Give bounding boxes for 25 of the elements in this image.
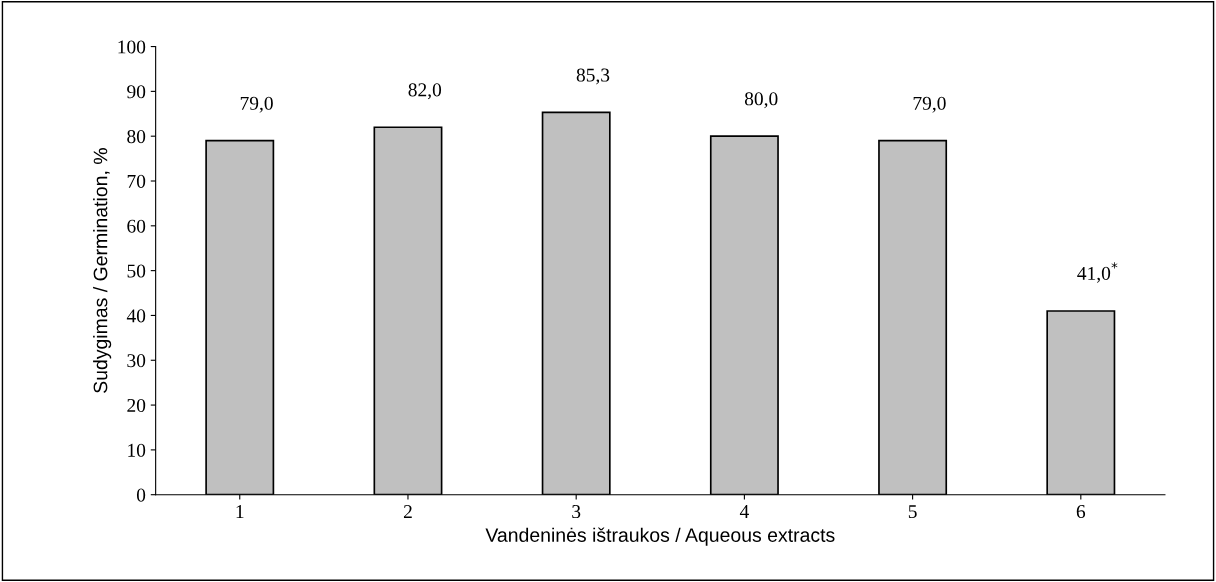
x-tick-label: 5 bbox=[908, 505, 917, 519]
data-label: 80,0 bbox=[744, 92, 778, 109]
y-axis-title: Sudygimas / Germination, % bbox=[93, 148, 112, 393]
y-tick-label: 80 bbox=[127, 130, 146, 144]
x-tick-label: 1 bbox=[236, 505, 244, 518]
x-tick-label: 6 bbox=[1076, 505, 1086, 519]
y-tick-label: 20 bbox=[127, 398, 146, 413]
x-axis-title: Vandeninės ištraukos / Aqueous extracts bbox=[485, 527, 835, 546]
data-label: 41,0$^{*}$ bbox=[1077, 262, 1118, 283]
data-label: 79,0 bbox=[240, 96, 273, 113]
y-tick-label: 60 bbox=[127, 219, 146, 233]
data-label: 85,3 bbox=[576, 68, 610, 85]
y-tick-label: 10 bbox=[128, 443, 146, 457]
y-tick-label: 0 bbox=[136, 488, 146, 502]
y-tick-label: 50 bbox=[127, 264, 146, 278]
data-label: 82,0 bbox=[408, 83, 442, 100]
y-tick-label: 30 bbox=[127, 354, 146, 368]
data-label: 79,0 bbox=[913, 96, 946, 113]
y-tick-label: 40 bbox=[126, 309, 146, 323]
x-tick-label: 2 bbox=[403, 505, 412, 518]
y-tick-label: 70 bbox=[127, 174, 146, 188]
x-tick-label: 3 bbox=[572, 505, 581, 519]
y-tick-label: 100 bbox=[118, 40, 146, 54]
x-tick-label: 4 bbox=[739, 505, 749, 518]
y-tick-label: 90 bbox=[127, 85, 146, 99]
